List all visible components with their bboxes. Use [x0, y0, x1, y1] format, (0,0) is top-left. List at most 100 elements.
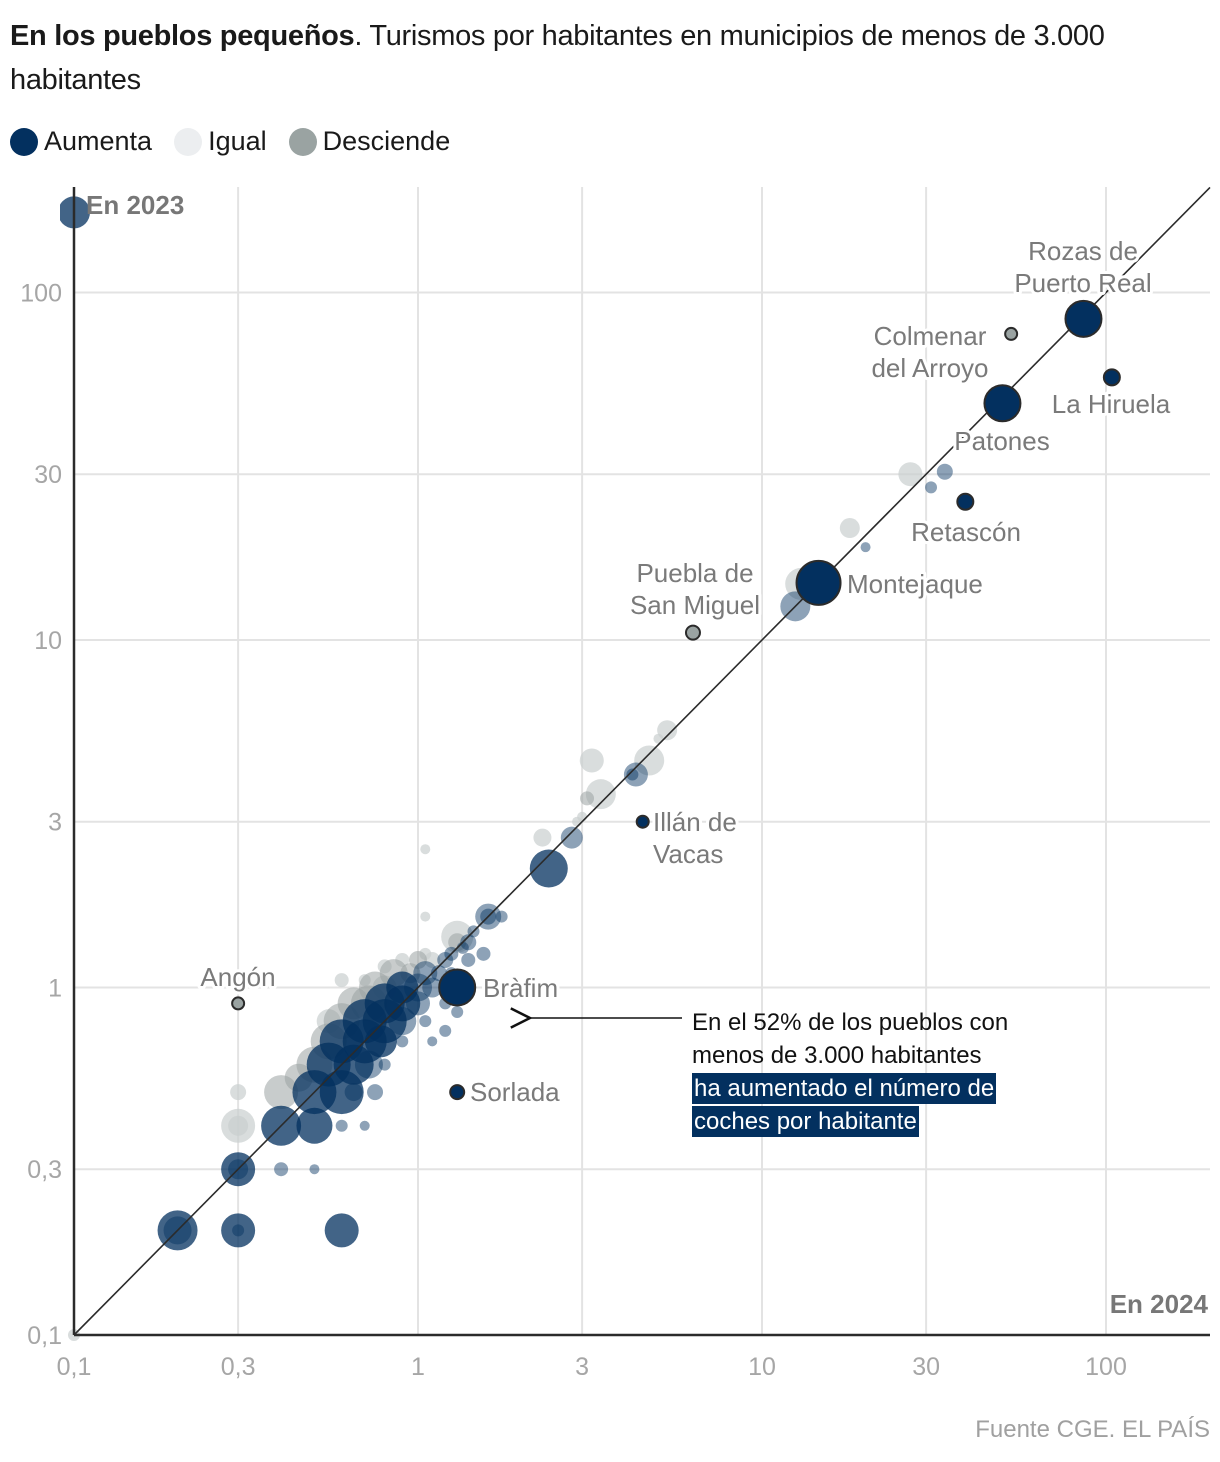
data-point [460, 934, 477, 951]
legend-swatch-igual [174, 127, 203, 156]
point-label-line: Sorlada [470, 1077, 560, 1107]
data-point [451, 1006, 464, 1019]
point-label-illan-de-vacas: Illán de Vacas [653, 807, 737, 869]
y-tick-label: 1 [48, 975, 62, 1003]
data-point [560, 826, 583, 849]
point-label-line: Bràfim [483, 973, 558, 1003]
data-point [577, 811, 588, 822]
x-tick-label: 0,3 [221, 1353, 256, 1381]
highlight-point-brafim [438, 968, 477, 1007]
point-label-line: San Miguel [630, 590, 760, 620]
point-label-puebla-de-san-miguel: Puebla de San Miguel [630, 558, 760, 620]
y-tick-label: 100 [20, 280, 62, 308]
data-point [419, 1015, 432, 1028]
data-point [623, 762, 648, 787]
data-point [422, 977, 443, 998]
legend-label-desciende: Desciende [322, 126, 451, 156]
point-label-line: Puebla de [636, 558, 753, 588]
point-label-line: del Arroyo [871, 353, 988, 383]
data-point [427, 1036, 438, 1047]
tick-labels: 0,1 0,3 1 3 10 30 100 0,1 0,3 1 3 10 30 100 [20, 280, 1127, 1382]
y-tick-label: 30 [34, 461, 62, 489]
highlighted-points: Rozas de Puerto Real Colmenar del Arroyo La … [197, 233, 1173, 1110]
point-label-line: Rozas de [1028, 236, 1138, 266]
data-point [230, 1084, 247, 1101]
data-point [344, 1083, 363, 1102]
x-axis-title: En 2024 [1110, 1289, 1209, 1319]
y-tick-label: 0,3 [27, 1156, 62, 1184]
highlight-point-patones [983, 384, 1022, 423]
data-point [221, 1213, 256, 1248]
highlight-point-puebla-de-san-miguel [684, 624, 701, 641]
point-label-brafim: Bràfim [483, 973, 558, 1003]
point-label-patones: Patones [954, 426, 1049, 456]
point-label-line: Patones [954, 426, 1049, 456]
data-point [860, 542, 871, 553]
y-tick-label: 10 [34, 627, 62, 655]
point-label-line: Montejaque [847, 569, 983, 599]
point-label-line: Colmenar [874, 321, 987, 351]
point-label-la-hiruela: La Hiruela [1052, 389, 1171, 419]
x-tick-label: 30 [912, 1353, 940, 1381]
data-point [334, 973, 349, 988]
point-label-colmenar-del-arroyo: Colmenar del Arroyo [871, 321, 988, 383]
point-label-line: Illán de [653, 807, 737, 837]
data-point [936, 463, 953, 480]
legend-item-desciende: Desciende [288, 126, 451, 157]
y-tick-label: 3 [48, 809, 62, 837]
data-point [378, 1058, 391, 1071]
data-point [476, 946, 491, 961]
highlight-point-illan-de-vacas [635, 814, 650, 829]
data-point [461, 952, 476, 967]
data-point [529, 849, 568, 888]
point-label-rozas-de-puerto-real: Rozas de Puerto Real [1014, 236, 1151, 298]
legend-label-igual: Igual [208, 126, 267, 156]
x-tick-label: 100 [1085, 1353, 1127, 1381]
annotation-text: En el 52% de los pueblos con menos de 3.… [692, 1009, 1009, 1069]
data-point [626, 768, 639, 781]
point-label-line: La Hiruela [1052, 389, 1171, 419]
data-point [274, 1162, 289, 1177]
point-label-sorlada: Sorlada [470, 1077, 560, 1107]
highlight-point-colmenar-del-arroyo [1004, 326, 1019, 341]
data-point [448, 933, 467, 952]
annotation-highlight: ha aumentado el número de coches por hab… [692, 1073, 997, 1137]
axes [72, 187, 1210, 1337]
highlight-point-angon [231, 996, 246, 1011]
data-point [413, 961, 438, 986]
data-point [409, 950, 427, 969]
legend-label-aumenta: Aumenta [44, 126, 153, 156]
chart-title: En los pueblos pequeños. Turismos por ha… [10, 14, 1210, 102]
reference-line-y-equals-x [73, 186, 1211, 1336]
data-point [580, 791, 595, 806]
y-tick-label: 0,1 [27, 1322, 62, 1350]
point-label-line: Vacas [653, 839, 723, 869]
highlight-point-retascon [956, 492, 975, 511]
x-tick-label: 1 [411, 1353, 425, 1381]
data-point [439, 1024, 452, 1037]
data-point [335, 1119, 348, 1132]
data-point [657, 720, 678, 741]
data-point [359, 1120, 370, 1131]
point-label-montejaque: Montejaque [847, 569, 983, 599]
data-point [495, 910, 508, 923]
data-point [898, 462, 923, 487]
data-point [228, 1115, 249, 1136]
data-point [839, 518, 860, 539]
legend: Aumenta Igual Desciende [10, 126, 472, 157]
data-point [456, 941, 469, 954]
data-point [396, 1035, 409, 1048]
data-point [420, 844, 431, 855]
highlight-point-la-hiruela [1102, 368, 1121, 387]
chart-title-rest: . Turismos por habitantes en municipios … [10, 20, 1105, 96]
legend-item-igual: Igual [174, 126, 267, 157]
legend-swatch-aumenta [10, 127, 38, 156]
point-label-retascon: Retascón [911, 517, 1021, 547]
point-label-line: Retascón [911, 517, 1021, 547]
highlight-point-sorlada [449, 1084, 466, 1101]
x-tick-label: 10 [748, 1353, 776, 1381]
chart-title-bold: En los pueblos pequeños [10, 20, 355, 52]
data-point [324, 1213, 359, 1248]
x-tick-label: 3 [575, 1353, 589, 1381]
data-point [420, 911, 431, 922]
